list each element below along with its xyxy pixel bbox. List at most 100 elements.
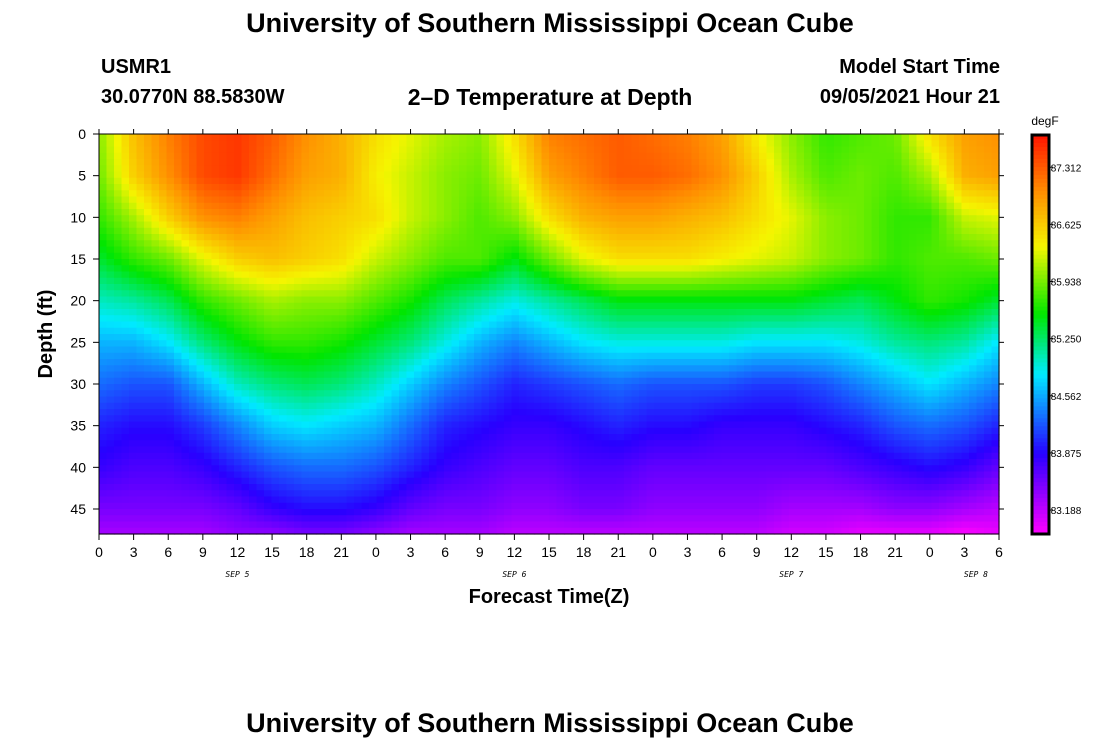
heatmap-cell (414, 190, 423, 198)
heatmap-cell (496, 446, 505, 454)
heatmap-cell (301, 140, 310, 148)
heatmap-cell (586, 496, 595, 504)
heatmap-cell (661, 309, 670, 316)
heatmap-cell (601, 315, 610, 323)
heatmap-cell (429, 184, 438, 191)
heatmap-cell (196, 340, 205, 348)
heatmap-cell (496, 309, 505, 316)
heatmap-cell (144, 159, 153, 166)
heatmap-cell (459, 215, 468, 223)
heatmap-cell (661, 352, 670, 360)
heatmap-cell (549, 302, 558, 310)
heatmap-cell (676, 252, 685, 260)
heatmap-cell (99, 309, 108, 316)
heatmap-cell (594, 140, 603, 148)
heatmap-cell (226, 452, 235, 460)
heatmap-cell (474, 527, 483, 535)
heatmap-cell (159, 390, 168, 398)
heatmap-cell (646, 390, 655, 398)
heatmap-cell (504, 152, 513, 160)
heatmap-cell (354, 515, 363, 523)
heatmap-cell (361, 259, 370, 266)
heatmap-cell (556, 334, 565, 341)
heatmap-cell (616, 521, 625, 529)
station-id: USMR1 (101, 56, 172, 78)
heatmap-cell (354, 434, 363, 441)
heatmap-cell (361, 190, 370, 198)
heatmap-cell (549, 171, 558, 179)
heatmap-cell (639, 484, 648, 491)
heatmap-cell (399, 209, 408, 216)
heatmap-cell (181, 327, 190, 335)
heatmap-cell (406, 490, 415, 498)
heatmap-cell (579, 190, 588, 198)
heatmap-cell (624, 509, 633, 516)
heatmap-cell (159, 446, 168, 454)
heatmap-cell (549, 227, 558, 235)
heatmap-cell (676, 402, 685, 410)
heatmap-cell (414, 296, 423, 304)
heatmap-cell (181, 140, 190, 148)
heatmap-cell (286, 252, 295, 260)
heatmap-cell (114, 440, 123, 448)
heatmap-cell (294, 159, 303, 166)
heatmap-cell (264, 190, 273, 198)
heatmap-cell (534, 209, 543, 216)
heatmap-cell (384, 452, 393, 460)
heatmap-cell (594, 371, 603, 379)
heatmap-cell (511, 371, 520, 379)
heatmap-cell (324, 340, 333, 348)
heatmap-cell (556, 377, 565, 385)
heatmap-cell (579, 177, 588, 185)
heatmap-cell (294, 296, 303, 304)
heatmap-cell (676, 146, 685, 154)
heatmap-cell (286, 459, 295, 466)
heatmap-cell (196, 421, 205, 429)
heatmap-cell (466, 309, 475, 316)
heatmap-cell (481, 315, 490, 323)
heatmap-cell (331, 277, 340, 285)
heatmap-cell (204, 215, 213, 223)
heatmap-cell (511, 265, 520, 273)
heatmap-cell (234, 390, 243, 398)
heatmap-cell (534, 340, 543, 348)
heatmap-cell (466, 490, 475, 498)
heatmap-cell (286, 284, 295, 291)
heatmap-cell (564, 415, 573, 423)
heatmap-cell (631, 234, 640, 241)
heatmap-cell (451, 252, 460, 260)
heatmap-cell (429, 384, 438, 391)
heatmap-cell (669, 390, 678, 398)
heatmap-cell (646, 359, 655, 366)
heatmap-cell (361, 159, 370, 166)
heatmap-cell (241, 346, 250, 354)
heatmap-cell (459, 284, 468, 291)
heatmap-cell (226, 446, 235, 454)
heatmap-cell (309, 196, 318, 204)
heatmap-cell (264, 496, 273, 504)
heatmap-cell (661, 427, 670, 435)
heatmap-cell (204, 240, 213, 248)
heatmap-cell (579, 465, 588, 473)
heatmap-cell (511, 171, 520, 179)
heatmap-cell (406, 327, 415, 335)
heatmap-cell (519, 327, 528, 335)
heatmap-cell (676, 484, 685, 491)
heatmap-cell (406, 134, 415, 141)
heatmap-cell (489, 446, 498, 454)
heatmap-cell (241, 190, 250, 198)
heatmap-cell (316, 171, 325, 179)
heatmap-cell (144, 421, 153, 429)
heatmap-cell (556, 265, 565, 273)
heatmap-cell (519, 190, 528, 198)
heatmap-cell (271, 327, 280, 335)
heatmap-cell (286, 496, 295, 504)
heatmap-cell (189, 484, 198, 491)
heatmap-cell (196, 377, 205, 385)
heatmap-cell (571, 221, 580, 229)
heatmap-cell (129, 284, 138, 291)
heatmap-cell (489, 471, 498, 479)
heatmap-cell (241, 271, 250, 279)
heatmap-cell (316, 284, 325, 291)
heatmap-cell (579, 215, 588, 223)
